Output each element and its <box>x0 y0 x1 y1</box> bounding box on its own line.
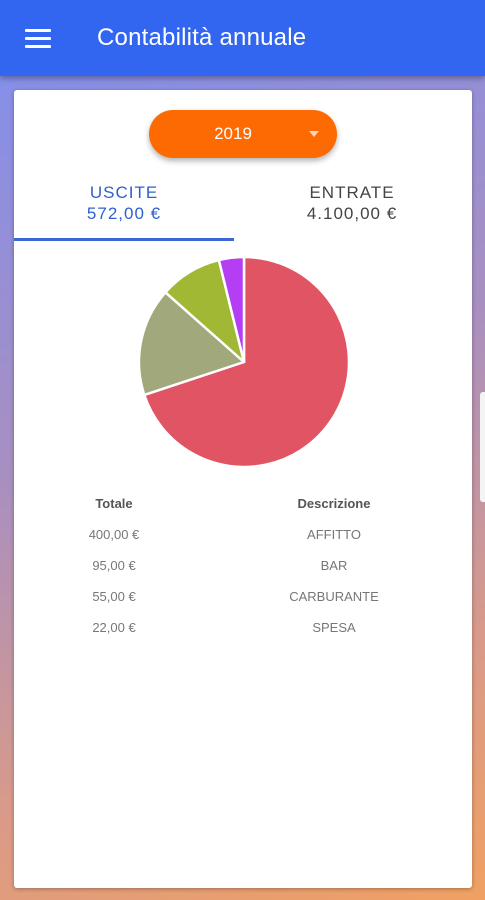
tab-uscite[interactable]: USCITE 572,00 € <box>14 182 234 240</box>
pie-slice-spesa[interactable] <box>217 255 246 364</box>
caret-down-icon <box>309 131 319 137</box>
row-description: CARBURANTE <box>289 589 379 604</box>
row-total: 55,00 € <box>92 589 136 604</box>
edge-scroll-handle[interactable] <box>480 392 485 502</box>
row-description: AFFITTO <box>307 527 361 542</box>
tab-uscite-amount: 572,00 € <box>86 204 162 223</box>
tab-uscite-label: USCITE <box>89 183 159 202</box>
column-header-descrizione: Descrizione <box>297 496 371 511</box>
pie-slice-affitto[interactable] <box>143 255 351 469</box>
tab-entrate-label: ENTRATE <box>309 183 395 202</box>
column-header-totale: Totale <box>95 496 133 511</box>
year-dropdown[interactable]: 2019 <box>149 110 337 158</box>
app-bar: Contabilità annuale <box>0 0 485 76</box>
table-header: Totale Descrizione <box>14 496 472 527</box>
table-row: 55,00 € CARBURANTE <box>14 589 472 620</box>
row-description: BAR <box>320 558 348 573</box>
row-total: 400,00 € <box>88 527 140 542</box>
table-row: 22,00 € SPESA <box>14 620 472 651</box>
tab-entrate-amount: 4.100,00 € <box>306 204 398 223</box>
table-row: 400,00 € AFFITTO <box>14 527 472 558</box>
expense-table: Totale Descrizione 400,00 € AFFITTO 95,0… <box>14 496 472 651</box>
table-row: 95,00 € BAR <box>14 558 472 589</box>
content-card: 2019 USCITE 572,00 € ENTRATE 4.100,00 € … <box>14 90 472 888</box>
hamburger-menu-icon[interactable] <box>25 28 51 48</box>
row-total: 95,00 € <box>92 558 136 573</box>
page-title: Contabilità annuale <box>97 24 307 51</box>
pie-slice-bar[interactable] <box>137 291 246 397</box>
tab-indicator <box>14 238 234 241</box>
tab-entrate[interactable]: ENTRATE 4.100,00 € <box>242 182 462 240</box>
year-dropdown-value: 2019 <box>214 124 252 143</box>
row-description: SPESA <box>312 620 356 635</box>
expense-pie-chart <box>137 255 351 469</box>
row-total: 22,00 € <box>92 620 136 635</box>
